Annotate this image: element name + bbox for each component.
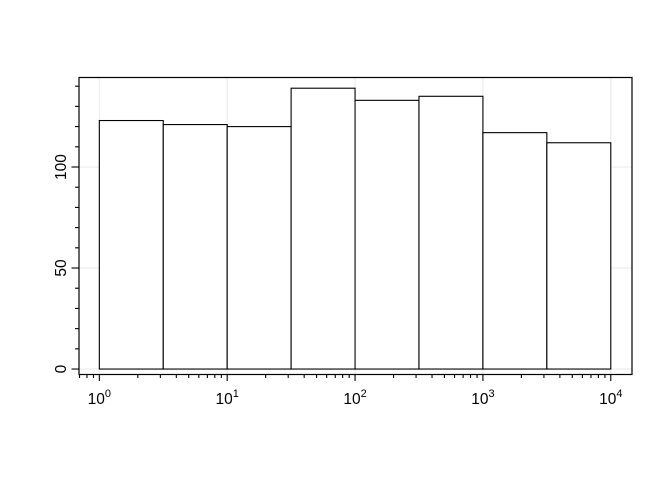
y-axis	[71, 85, 79, 370]
y-tick-label: 0	[53, 364, 70, 373]
x-tick-label: 104	[599, 388, 622, 408]
histogram-bar	[226, 126, 292, 370]
histogram-bar	[482, 132, 548, 370]
histogram-bars	[98, 87, 612, 370]
histogram-bar	[418, 95, 484, 370]
x-axis	[78, 374, 612, 381]
histogram-bar	[98, 119, 164, 370]
y-tick-labels: 0 50 100	[53, 154, 70, 374]
x-tick-label: 101	[216, 388, 239, 408]
x-tick-labels: 100 101 102 103 104	[88, 388, 623, 408]
histogram-bar	[354, 99, 420, 370]
histogram-bar	[546, 142, 612, 370]
histogram-bar	[162, 124, 228, 370]
histogram-bar	[290, 87, 356, 370]
x-tick-label: 103	[471, 388, 494, 408]
y-tick-label: 100	[53, 154, 70, 180]
x-tick-label: 102	[343, 388, 366, 408]
x-tick-label: 100	[88, 388, 111, 408]
y-tick-label: 50	[53, 259, 70, 277]
